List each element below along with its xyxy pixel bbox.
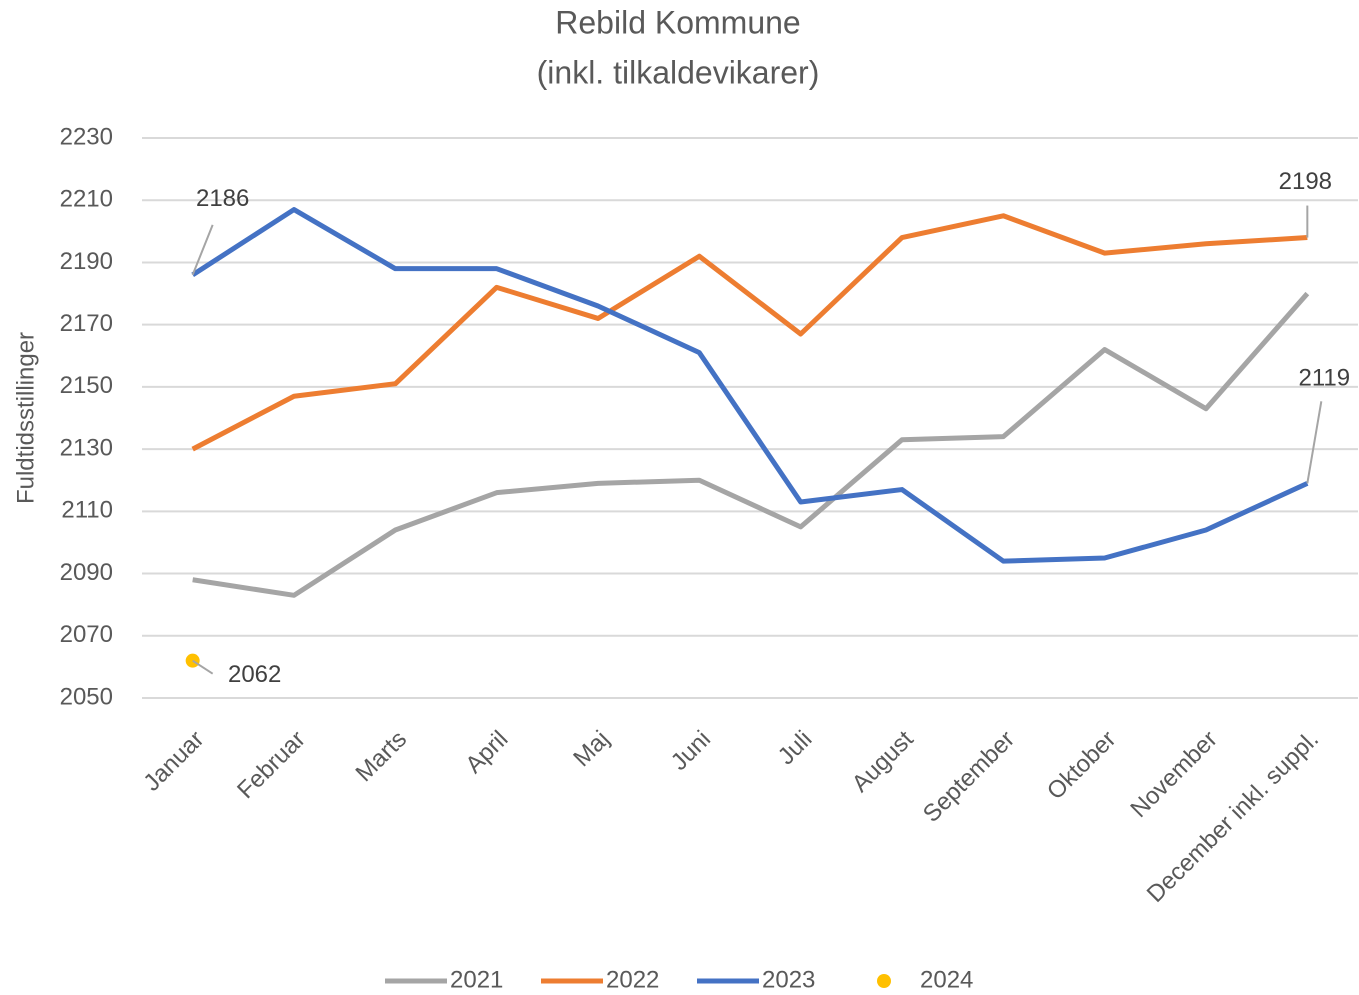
leader-line	[191, 224, 214, 276]
data-label: 2062	[228, 661, 281, 688]
y-tick-label: 2050	[60, 683, 113, 710]
x-tick-label: Januar	[138, 726, 209, 797]
x-tick-label: Juli	[773, 726, 818, 771]
x-tick-label: September	[918, 726, 1020, 828]
leader-line	[1306, 401, 1323, 484]
leader-line	[192, 659, 214, 675]
data-label: 2198	[1279, 168, 1332, 195]
x-tick-label: April	[460, 726, 513, 779]
y-tick-label: 2130	[60, 434, 113, 461]
y-tick-label: 2230	[60, 123, 113, 150]
chart-subtitle: (inkl. tilkaldevikarer)	[537, 54, 820, 90]
legend-label: 2021	[450, 966, 503, 993]
x-tick-label: November	[1125, 726, 1222, 823]
series-line	[192, 291, 1310, 598]
chart-title: Rebild Kommune	[555, 4, 800, 40]
series-line	[191, 213, 1308, 452]
legend-swatch	[877, 974, 891, 988]
x-tick-label: Marts	[351, 726, 413, 788]
y-axis-label: Fuldtidsstillinger	[12, 332, 39, 504]
x-tick-label: December inkl. suppl.	[1142, 726, 1324, 908]
legend-label: 2024	[920, 966, 973, 993]
y-tick-label: 2190	[60, 248, 113, 275]
data-label: 2186	[196, 185, 249, 212]
y-tick-label: 2150	[60, 372, 113, 399]
y-tick-label: 2090	[60, 559, 113, 586]
y-tick-label: 2210	[60, 186, 113, 213]
x-tick-label: Juni	[666, 726, 716, 776]
data-label: 2119	[1299, 365, 1351, 392]
y-tick-label: 2170	[60, 310, 113, 337]
legend-label: 2023	[762, 966, 815, 993]
x-tick-label: August	[847, 725, 919, 797]
x-tick-label: Februar	[232, 726, 311, 805]
y-tick-label: 2110	[61, 497, 113, 524]
x-tick-label: Oktober	[1042, 726, 1121, 805]
x-tick-label: Maj	[568, 726, 614, 772]
legend-label: 2022	[606, 966, 659, 993]
y-tick-label: 2070	[60, 621, 113, 648]
series-line	[191, 207, 1309, 564]
